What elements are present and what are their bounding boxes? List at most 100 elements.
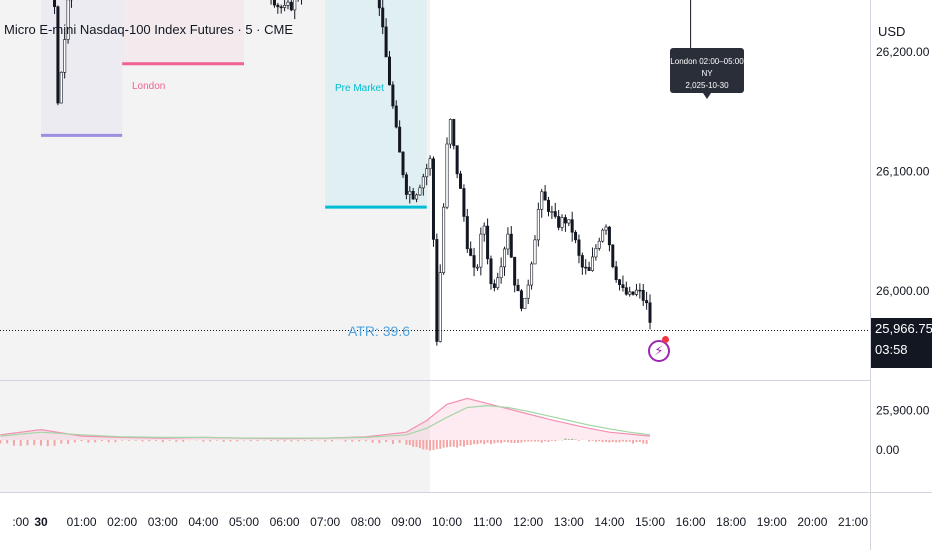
histogram-bar	[222, 440, 225, 442]
histogram-bar	[645, 440, 648, 444]
candle-body	[624, 287, 628, 295]
histogram-bar	[141, 440, 144, 442]
histogram-bar	[425, 440, 428, 450]
candle-body	[293, 0, 297, 11]
histogram-bar	[621, 440, 624, 442]
time-tick-label: 06:00	[270, 515, 300, 529]
histogram-bar	[432, 440, 435, 451]
chart-title[interactable]: Micro E-mini Nasdaq-100 Index Futures · …	[4, 22, 293, 37]
histogram-bar	[442, 440, 445, 448]
histogram-bar	[408, 440, 411, 446]
candle-body	[546, 199, 550, 212]
time-tick-label: 02:00	[107, 515, 137, 529]
histogram-bar	[0, 440, 2, 444]
histogram-bar	[435, 440, 438, 450]
alert-dot	[662, 336, 669, 343]
lightning-icon[interactable]: ⚡	[648, 340, 670, 362]
candle-body	[415, 194, 419, 200]
bar-countdown: 03:58	[875, 342, 908, 357]
candle-body	[418, 187, 422, 196]
candle-body	[638, 289, 642, 292]
indicator-histogram	[0, 438, 648, 451]
candle-body	[611, 244, 615, 268]
candle-body	[472, 255, 476, 268]
histogram-bar	[371, 440, 374, 443]
histogram-bar	[276, 440, 279, 442]
candle-body	[435, 239, 439, 342]
time-tick-label: 14:00	[594, 515, 624, 529]
time-tick-label: 16:00	[676, 515, 706, 529]
candle-body	[543, 191, 547, 201]
histogram-bar	[324, 440, 327, 442]
candle-body	[425, 168, 429, 178]
histogram-bar	[175, 440, 178, 442]
histogram-bar	[506, 440, 509, 443]
histogram-bar	[449, 440, 452, 447]
time-tick-label: 20:00	[797, 515, 827, 529]
histogram-bar	[469, 440, 472, 446]
histogram-bar	[182, 440, 185, 442]
indicator-fill	[0, 398, 650, 440]
price-tick-label: 26,200.00	[876, 45, 930, 59]
histogram-bar	[53, 440, 56, 446]
candle-body	[533, 239, 537, 265]
histogram-bar	[537, 440, 540, 442]
histogram-bar	[588, 440, 591, 442]
histogram-bar	[60, 440, 63, 444]
histogram-bar	[510, 440, 513, 443]
candle-body	[621, 284, 625, 288]
histogram-bar	[243, 440, 245, 441]
histogram-bar	[618, 440, 621, 443]
candle-body	[567, 219, 571, 224]
candle-body	[459, 173, 463, 189]
histogram-bar	[412, 440, 415, 447]
histogram-bar	[398, 440, 401, 443]
candle-body	[523, 297, 527, 309]
histogram-bar	[155, 440, 158, 441]
candle-body	[597, 240, 601, 249]
histogram-bar	[611, 440, 614, 443]
histogram-bar	[486, 440, 489, 443]
histogram-bar	[344, 440, 347, 442]
candle-body	[445, 143, 449, 208]
histogram-bar	[46, 440, 49, 447]
histogram-bar	[625, 440, 628, 443]
candle-body	[66, 0, 70, 40]
candle-body	[492, 283, 496, 288]
histogram-bar	[446, 440, 448, 448]
candle-body	[428, 158, 432, 170]
candle-body	[536, 209, 540, 241]
time-tick-label: 13:00	[554, 515, 584, 529]
histogram-bar	[601, 440, 604, 443]
candles	[53, 0, 652, 346]
histogram-bar	[615, 440, 618, 443]
candle-body	[462, 188, 466, 217]
histogram-bar	[202, 440, 205, 442]
histogram-bar	[598, 440, 601, 442]
candle-body	[469, 248, 473, 256]
candle-body	[594, 248, 598, 258]
indicator-line-b	[0, 404, 651, 439]
candle-body	[607, 226, 611, 246]
histogram-bar	[483, 440, 486, 445]
price-tick-label: 26,100.00	[876, 164, 930, 178]
time-tick-label: 15:00	[635, 515, 665, 529]
histogram-bar	[256, 440, 259, 442]
histogram-bar	[632, 440, 635, 444]
candle-body	[618, 279, 622, 285]
histogram-bar	[358, 440, 361, 442]
time-tick-label: 30	[34, 515, 48, 529]
histogram-bar	[523, 440, 526, 442]
histogram-bar	[405, 440, 408, 445]
candle-body	[519, 290, 523, 309]
currency-label[interactable]: USD	[878, 24, 906, 39]
candle-body	[398, 126, 402, 153]
candle-body	[448, 119, 452, 145]
time-tick-label: 12:00	[513, 515, 543, 529]
candle-body	[509, 233, 513, 258]
candle-body	[614, 266, 618, 280]
candle-body	[641, 290, 645, 301]
time-tick-label: 05:00	[229, 515, 259, 529]
candle-body	[634, 289, 638, 295]
